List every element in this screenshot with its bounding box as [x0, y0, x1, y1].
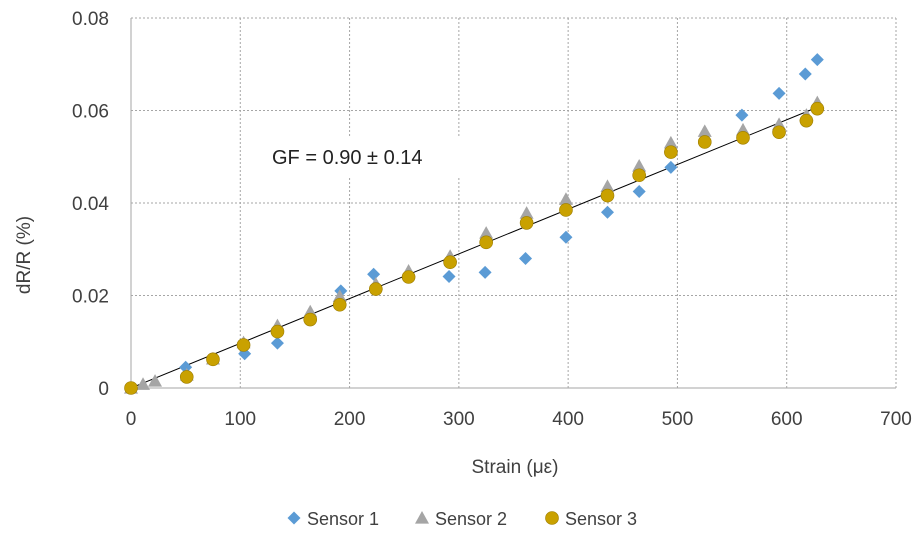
- x-tick-label: 300: [443, 409, 475, 430]
- x-tick-label: 200: [334, 409, 366, 430]
- linear-fit-line: [130, 106, 818, 389]
- x-tick-label: 400: [552, 409, 584, 430]
- data-point: [136, 377, 151, 390]
- data-point: [179, 360, 193, 374]
- data-point: [664, 160, 678, 174]
- data-point: [443, 255, 457, 270]
- data-point: [124, 381, 138, 395]
- data-point: [478, 265, 492, 279]
- x-tick-label: 0: [126, 409, 137, 430]
- y-tick-label: 0.06: [72, 102, 109, 123]
- legend-item-1: Sensor 1: [287, 509, 379, 529]
- legend-marker: [415, 511, 429, 524]
- data-point: [148, 374, 163, 387]
- series-3: [124, 101, 825, 395]
- data-point: [558, 192, 573, 205]
- annotation: GF = 0.90 ± 0.14: [262, 138, 460, 176]
- data-point: [442, 270, 456, 284]
- data-point: [735, 108, 749, 122]
- data-point: [479, 226, 494, 239]
- y-tick-label: 0.02: [72, 287, 109, 308]
- x-tick-label: 500: [662, 409, 694, 430]
- data-point: [663, 135, 678, 149]
- tick-labels: 0 100 200 300 400 500 600 700 0 0.02 0.04 0.06 0.08: [72, 9, 912, 430]
- data-point: [810, 101, 825, 116]
- data-point: [206, 352, 220, 367]
- data-point: [632, 159, 647, 172]
- data-point: [697, 124, 712, 137]
- gridlines: [131, 17, 897, 388]
- data-point: [270, 324, 285, 339]
- data-point: [664, 145, 678, 159]
- legend-label: Sensor 1: [307, 509, 379, 529]
- data-point: [367, 267, 381, 281]
- data-point: [799, 113, 814, 128]
- y-axis-label: dR/R (%): [14, 216, 35, 294]
- data-point: [772, 86, 786, 100]
- data-point: [270, 336, 284, 350]
- data-point: [798, 67, 812, 81]
- legend-item-2: Sensor 2: [415, 509, 507, 529]
- data-point: [559, 203, 573, 217]
- data-point: [810, 53, 824, 67]
- legend: Sensor 1 Sensor 2 Sensor 3: [287, 509, 637, 529]
- data-point: [519, 206, 534, 219]
- data-point: [697, 135, 712, 149]
- annotation-background: [262, 138, 460, 176]
- data-point: [332, 297, 347, 312]
- y-tick-label: 0: [98, 379, 109, 400]
- data-point: [600, 179, 615, 192]
- data-point: [236, 338, 251, 352]
- data-point: [368, 282, 383, 296]
- y-tick-label: 0.04: [72, 194, 109, 215]
- axes: [130, 18, 896, 389]
- data-points: [124, 53, 825, 395]
- data-point: [303, 312, 318, 327]
- data-point: [519, 216, 534, 230]
- legend-label: Sensor 2: [435, 509, 507, 529]
- data-point: [632, 184, 646, 198]
- data-point: [179, 370, 194, 384]
- legend-marker: [287, 511, 301, 525]
- x-tick-label: 100: [224, 409, 256, 430]
- legend-marker: [545, 511, 559, 525]
- data-point: [479, 235, 493, 250]
- legend-item-3: Sensor 3: [545, 509, 637, 529]
- data-point: [519, 252, 533, 265]
- x-tick-label: 600: [771, 409, 803, 430]
- data-point: [600, 205, 614, 219]
- y-tick-label: 0.08: [72, 9, 109, 30]
- data-point: [600, 188, 615, 203]
- data-point: [632, 168, 646, 183]
- series-2: [124, 95, 825, 394]
- data-point: [736, 130, 750, 145]
- data-point: [772, 125, 786, 140]
- x-tick-label: 700: [880, 409, 912, 430]
- gauge-factor-annotation: GF = 0.90 ± 0.14: [272, 147, 423, 169]
- trendline: [130, 106, 818, 389]
- data-point: [401, 270, 416, 284]
- series-1: [124, 53, 824, 395]
- x-axis-label: Strain (με): [472, 457, 559, 478]
- data-point: [332, 289, 347, 303]
- legend-label: Sensor 3: [565, 509, 637, 529]
- data-point: [559, 230, 573, 244]
